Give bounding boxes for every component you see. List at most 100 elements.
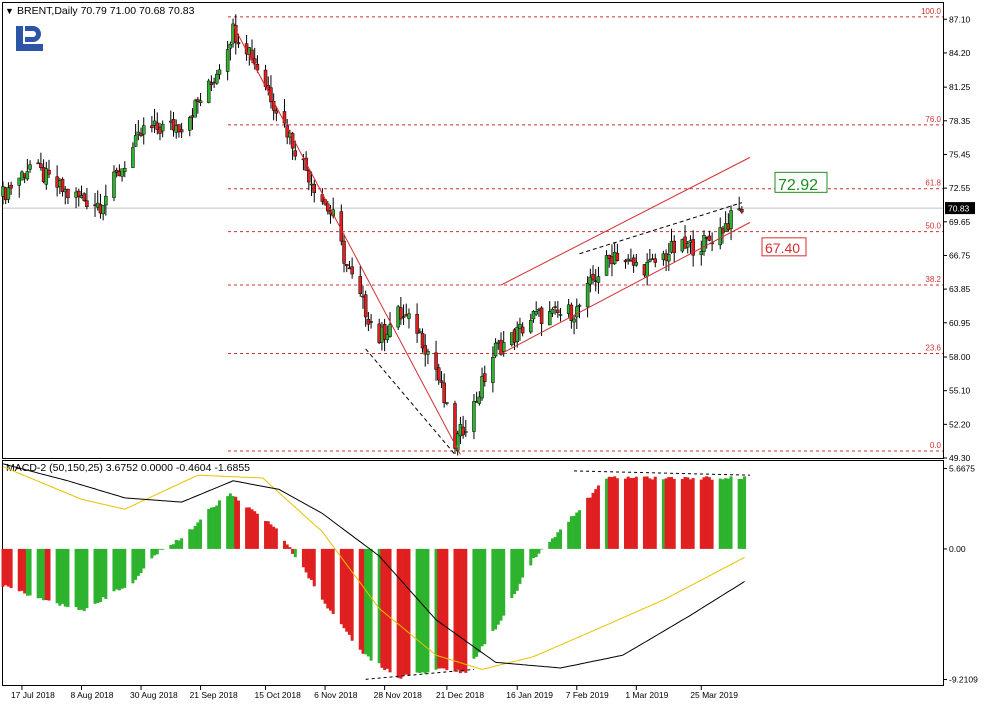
- candle-body: [683, 236, 687, 249]
- price-tick-label-6: 69.65: [949, 217, 971, 227]
- date-label-11: 25 Mar 2019: [690, 690, 738, 700]
- histogram-bar: [491, 548, 495, 631]
- candle-body: [171, 119, 176, 131]
- histogram-bar: [483, 548, 487, 645]
- histogram-bar: [702, 477, 706, 549]
- candle-body: [547, 311, 552, 326]
- candle-body: [740, 209, 744, 213]
- histogram-bar: [63, 548, 67, 607]
- histogram-bar: [231, 496, 235, 549]
- histogram-bar: [724, 478, 728, 549]
- histogram-bar: [139, 548, 143, 574]
- histogram-bar: [423, 548, 427, 674]
- candle-body: [604, 255, 609, 276]
- histogram-bar: [550, 538, 554, 549]
- macd-dashed-line-1: [574, 470, 751, 476]
- candle-body: [442, 382, 446, 404]
- signal-line: [2, 466, 745, 670]
- date-label-1: 8 Aug 2018: [70, 690, 113, 700]
- date-label-7: 21 Dec 2018: [436, 690, 484, 700]
- histogram-bar: [77, 548, 81, 610]
- candle-body: [480, 376, 484, 399]
- candle-body: [520, 326, 525, 334]
- candle-body: [426, 350, 430, 355]
- candle-body: [274, 110, 279, 114]
- histogram-bar: [540, 548, 544, 550]
- candle-body: [445, 402, 449, 404]
- histogram-bar: [282, 540, 286, 549]
- histogram-bar: [274, 528, 278, 549]
- price-label-1: 67.40: [765, 240, 800, 256]
- histogram-bar: [212, 507, 216, 549]
- fib-label-5: 23.6: [925, 344, 941, 353]
- candle-body: [556, 309, 560, 314]
- candle-body: [60, 178, 65, 192]
- candle-body: [382, 324, 387, 340]
- histogram-bar: [358, 548, 362, 650]
- date-label-9: 7 Feb 2019: [566, 690, 609, 700]
- price-tick-label-8: 63.85: [949, 284, 971, 294]
- candle-body: [667, 254, 671, 262]
- price-label-0: 72.92: [778, 177, 818, 194]
- histogram-bar: [577, 510, 581, 549]
- candle-body: [453, 403, 457, 449]
- candle-body: [215, 73, 219, 84]
- candle-body: [691, 239, 695, 256]
- histogram-bar: [218, 500, 222, 549]
- histogram-bar: [17, 548, 21, 592]
- candle-body: [312, 183, 316, 194]
- broker-logo-icon: [16, 26, 43, 51]
- histogram-bar: [293, 548, 297, 558]
- histogram-bar: [537, 548, 541, 554]
- macd-header: MACD-2 (50,150,25) 3.6752 0.0000 -0.4604…: [6, 462, 250, 474]
- histogram-bar: [707, 477, 711, 549]
- candle-body: [634, 262, 639, 266]
- candle-body: [112, 171, 116, 198]
- histogram-bar: [310, 548, 314, 581]
- histogram-bar: [629, 478, 633, 549]
- histogram-bar: [737, 478, 741, 549]
- candle-body: [9, 184, 13, 189]
- histogram-bar: [683, 476, 687, 549]
- macd-lines: [2, 463, 751, 680]
- histogram-bar: [250, 509, 254, 549]
- candle-body: [141, 125, 146, 135]
- candle-body: [515, 326, 519, 343]
- date-label-0: 17 Jul 2018: [11, 690, 55, 700]
- histogram-bar: [350, 548, 354, 641]
- histogram-bar: [556, 532, 560, 549]
- histogram-bar: [729, 476, 733, 549]
- histogram-bar: [632, 478, 636, 549]
- histogram-bar: [55, 548, 59, 604]
- histogram-bar: [245, 507, 249, 549]
- histogram-bar: [161, 548, 165, 550]
- histogram-bar: [177, 540, 181, 549]
- candle-body: [596, 276, 601, 283]
- histogram-bar: [464, 548, 468, 673]
- macd-line: [2, 463, 745, 669]
- candle-body: [104, 195, 108, 206]
- candle-body: [131, 147, 135, 168]
- candle-body: [228, 44, 233, 49]
- candle-body: [77, 190, 81, 197]
- histogram-bar: [196, 522, 200, 549]
- histogram-bar: [190, 529, 194, 549]
- histogram-bar: [180, 538, 184, 549]
- histogram-bar: [61, 548, 65, 604]
- histogram-bar: [96, 548, 100, 603]
- histogram-bar: [456, 548, 460, 670]
- candle-body: [123, 167, 127, 172]
- candle-body: [483, 373, 487, 382]
- histogram-bar: [131, 548, 135, 584]
- candle-body: [553, 306, 557, 308]
- candle-body: [518, 323, 522, 329]
- candle-body: [85, 200, 89, 207]
- histogram-bar: [407, 548, 411, 675]
- histogram-bar: [651, 479, 655, 549]
- histogram-bar: [553, 537, 557, 549]
- price-label-box-0: [774, 171, 828, 193]
- histogram-bar: [477, 548, 481, 653]
- histogram-bar: [342, 548, 346, 629]
- histogram-bar: [686, 477, 690, 549]
